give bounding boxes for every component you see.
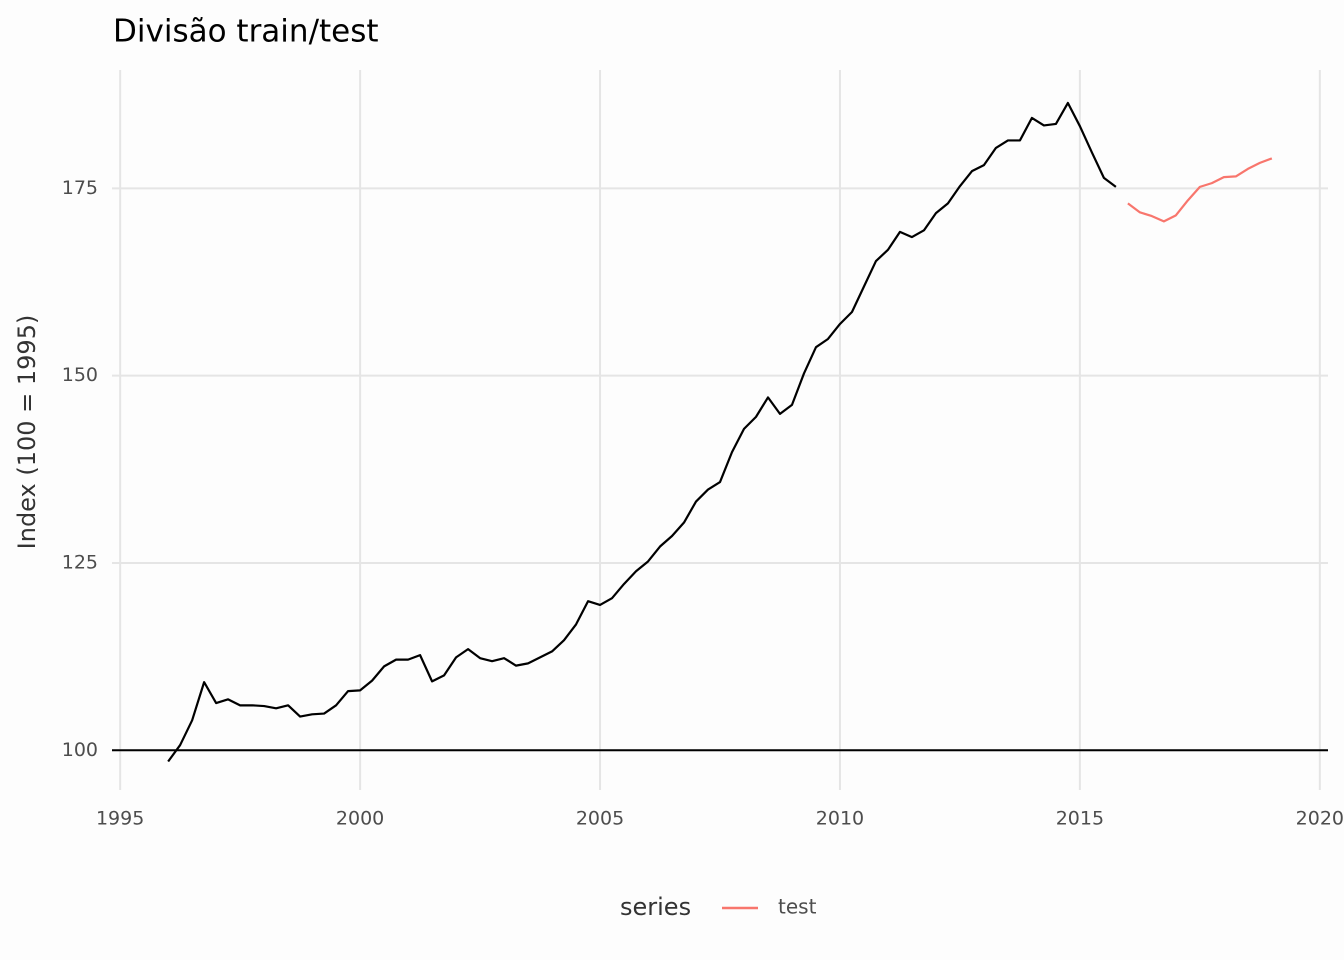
series-line xyxy=(167,101,1117,763)
chart-title: Divisão train/test xyxy=(113,14,379,50)
x-tick-label: 2010 xyxy=(816,808,864,830)
x-tick-label: 2005 xyxy=(576,808,624,830)
x-tick-label: 1995 xyxy=(96,808,144,830)
y-tick-label: 150 xyxy=(62,364,98,386)
y-tick-label: 175 xyxy=(62,177,98,199)
y-tick-label: 100 xyxy=(62,739,98,761)
legend-title: series xyxy=(620,893,691,921)
y-tick-label: 125 xyxy=(62,551,98,573)
x-tick-label: 2000 xyxy=(336,808,384,830)
series-line xyxy=(1127,157,1273,223)
x-tick-label: 2015 xyxy=(1056,808,1104,830)
legend-label: test xyxy=(778,895,817,919)
y-axis-label: Index (100 = 1995) xyxy=(13,315,41,550)
x-tick-label: 2020 xyxy=(1296,808,1344,830)
